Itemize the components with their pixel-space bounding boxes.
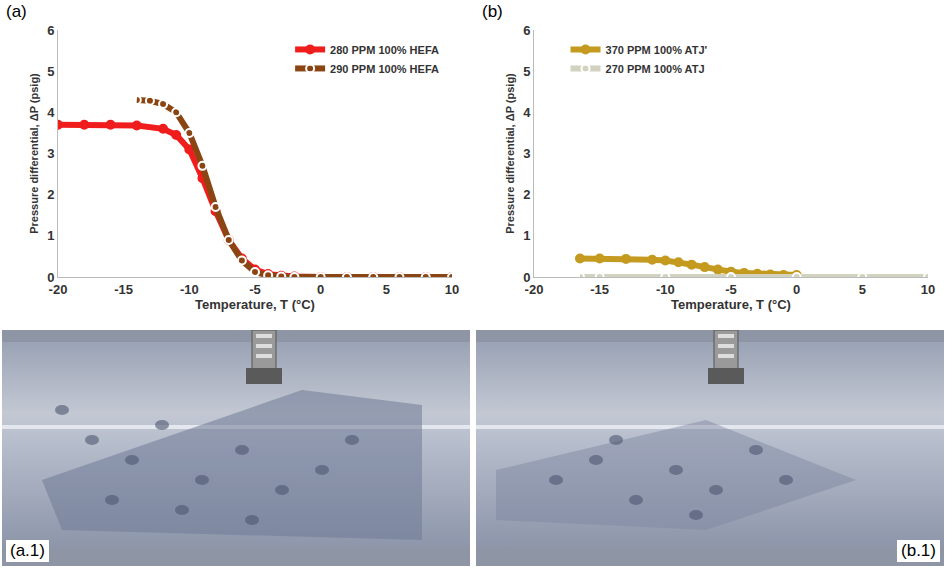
svg-text:-15: -15 (590, 282, 609, 297)
svg-text:-20: -20 (49, 282, 68, 297)
svg-text:Temperature, T (°C): Temperature, T (°C) (195, 297, 315, 312)
svg-text:1: 1 (523, 228, 530, 243)
svg-text:-5: -5 (725, 282, 737, 297)
svg-text:-5: -5 (249, 282, 261, 297)
svg-text:5: 5 (383, 282, 390, 297)
svg-text:2: 2 (47, 187, 54, 202)
svg-text:3: 3 (523, 146, 530, 161)
svg-text:0: 0 (47, 270, 54, 285)
svg-text:290 PPM 100% HEFA: 290 PPM 100% HEFA (330, 63, 439, 75)
svg-text:2: 2 (523, 187, 530, 202)
svg-text:6: 6 (47, 23, 54, 38)
svg-text:-10: -10 (656, 282, 675, 297)
svg-text:4: 4 (523, 105, 531, 120)
svg-text:-20: -20 (525, 282, 544, 297)
svg-text:1: 1 (47, 228, 54, 243)
svg-text:Temperature, T (°C): Temperature, T (°C) (671, 297, 791, 312)
svg-text:3: 3 (47, 146, 54, 161)
svg-text:5: 5 (859, 282, 866, 297)
html-text:(b.1): (b.1) (901, 541, 936, 560)
svg-text:-15: -15 (114, 282, 133, 297)
svg-text:370 PPM 100% ATJ': 370 PPM 100% ATJ' (606, 44, 708, 56)
svg-text:10: 10 (445, 282, 459, 297)
svg-text:6: 6 (523, 23, 530, 38)
svg-text:0: 0 (793, 282, 800, 297)
svg-text:4: 4 (47, 105, 55, 120)
svg-text:Pressure differential, ΔP (psi: Pressure differential, ΔP (psig) (504, 73, 516, 234)
svg-text:10: 10 (921, 282, 935, 297)
html-text:(a): (a) (6, 2, 27, 21)
svg-text:-10: -10 (180, 282, 199, 297)
svg-text:5: 5 (523, 64, 530, 79)
svg-text:Pressure differential, ΔP (psi: Pressure differential, ΔP (psig) (28, 73, 40, 234)
svg-text:0: 0 (317, 282, 324, 297)
svg-text:0: 0 (523, 270, 530, 285)
html-text:(b): (b) (482, 2, 503, 21)
html-text:(a.1): (a.1) (10, 541, 45, 560)
svg-text:270 PPM 100% ATJ: 270 PPM 100% ATJ (606, 63, 705, 75)
svg-text:5: 5 (47, 64, 54, 79)
svg-text:280 PPM 100% HEFA: 280 PPM 100% HEFA (330, 44, 439, 56)
